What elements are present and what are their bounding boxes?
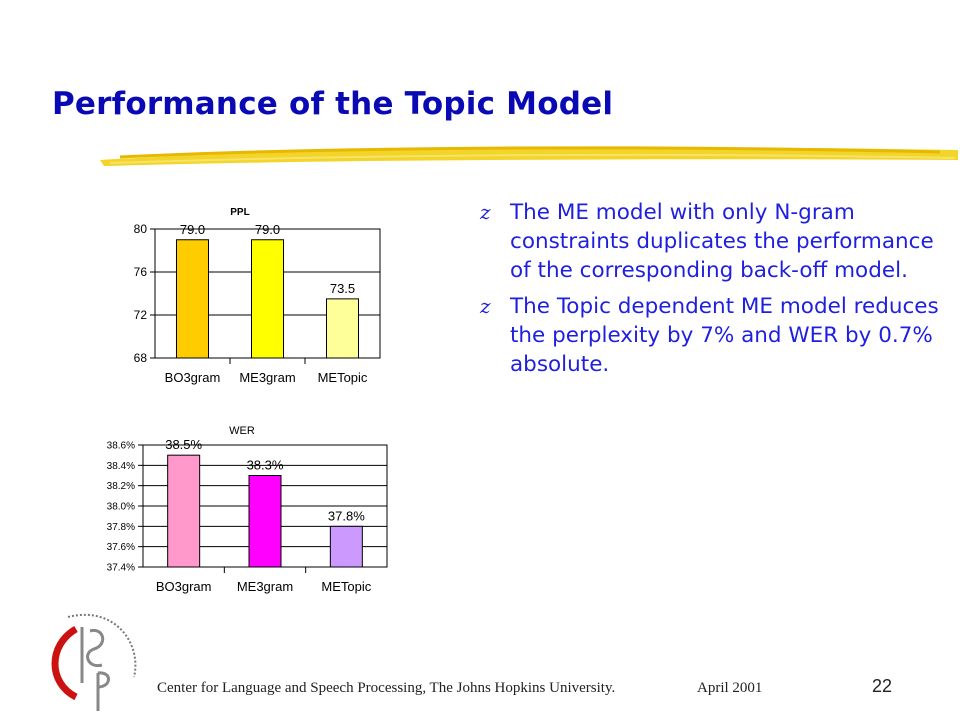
wer-bar: [329, 525, 363, 568]
wer-y-tick-label: 38.6%: [107, 441, 135, 452]
wer-y-tick-label: 37.6%: [107, 542, 135, 553]
wer-bar: [248, 475, 282, 568]
bullet-text: The ME model with only N-gram constraint…: [510, 200, 934, 283]
bullet-icon: z: [480, 200, 491, 224]
ppl-y-tick-label: 72: [134, 308, 148, 322]
wer-bar: [167, 454, 201, 568]
bullet-item: z The Topic dependent ME model reduces t…: [480, 292, 940, 379]
wer-category-label: METopic: [321, 579, 371, 594]
ppl-data-label: 79.0: [180, 222, 205, 237]
page-number: 22: [872, 676, 893, 696]
ppl-bar: [251, 239, 284, 359]
bullet-item: z The ME model with only N-gram constrai…: [480, 198, 940, 285]
wer-data-label: 37.8%: [328, 508, 365, 523]
ppl-bar-chart: 68 72 76 80 PPL 79.0 BO3gram 79.0 ME3gram 73.5 MET…: [134, 207, 381, 385]
ppl-bar: [326, 298, 359, 359]
ppl-category-label: BO3gram: [165, 370, 221, 385]
wer-y-tick-label: 38.2%: [107, 481, 135, 492]
footer-organization: Center for Language and Speech Processin…: [157, 680, 616, 696]
wer-data-label: 38.3%: [247, 458, 284, 473]
ppl-chart-title: PPL: [230, 207, 249, 218]
ppl-data-label: 79.0: [255, 222, 280, 237]
clsp-logo-icon: [51, 614, 137, 711]
bullet-list: z The ME model with only N-gram constrai…: [480, 198, 940, 386]
bullet-icon: z: [480, 294, 491, 318]
title-underline-stroke: [100, 146, 958, 166]
ppl-category-label: ME3gram: [239, 370, 295, 385]
wer-category-label: BO3gram: [156, 579, 212, 594]
ppl-data-label: 73.5: [330, 281, 355, 296]
footer-date: April 2001: [697, 680, 763, 696]
wer-y-tick-label: 38.0%: [107, 502, 135, 513]
wer-y-tick-label: 38.4%: [107, 461, 135, 472]
wer-data-label: 38.5%: [165, 437, 202, 452]
slide-title: Performance of the Topic Model: [52, 86, 614, 122]
wer-y-tick-label: 37.8%: [107, 522, 135, 533]
wer-bar-chart: 37.4% 37.6% 37.8% 38.0% 38.2% 38.4% 38.6% WER 38…: [107, 425, 388, 594]
wer-category-label: ME3gram: [237, 579, 293, 594]
ppl-category-label: METopic: [318, 370, 368, 385]
ppl-y-tick-label: 68: [134, 351, 148, 365]
bullet-text: The Topic dependent ME model reduces the…: [510, 294, 939, 377]
ppl-bar: [176, 239, 209, 359]
ppl-y-tick-label: 76: [134, 265, 148, 279]
ppl-y-tick-label: 80: [134, 222, 148, 236]
wer-y-tick-label: 37.4%: [107, 563, 135, 574]
wer-chart-title: WER: [229, 425, 255, 437]
